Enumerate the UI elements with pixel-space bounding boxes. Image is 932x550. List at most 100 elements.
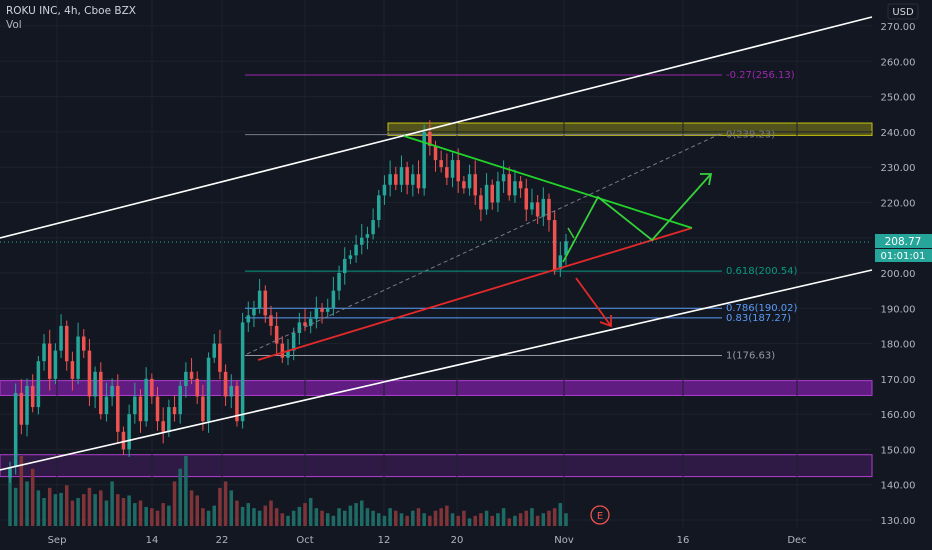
volume-bar [274,508,279,526]
bullish-projection-path[interactable] [562,173,712,263]
countdown-label: 01:01:01 [881,251,926,262]
candle-body [377,195,381,221]
candle-body [439,160,443,168]
candle-body [161,421,165,432]
candle-body [325,308,330,312]
candle-body [473,174,477,196]
candle-body [314,308,319,319]
volume-bar [36,490,41,526]
candle-body [433,145,438,161]
volume-bar [25,481,29,526]
chart-header: ROKU INC, 4h, Cboe BZX Vol [6,4,136,32]
volume-bar [473,515,477,526]
volume-bar [547,510,551,526]
candle-body [218,343,222,372]
candles-layer [8,120,568,483]
support-trendline[interactable] [257,227,693,361]
volume-bar [218,487,222,526]
candle-body [428,131,432,146]
volume-bar [422,513,426,526]
volume-bar [456,515,460,526]
currency-badge[interactable] [887,3,919,20]
volume-bar [116,494,120,526]
volume-bar [501,508,506,526]
candle-body [212,343,217,358]
channel-lower-line[interactable] [0,269,873,471]
price-tick-label: 260.00 [881,57,916,68]
earnings-marker-icon[interactable] [590,505,610,525]
bearish-projection-path[interactable] [575,277,612,327]
candle-body [47,343,52,379]
fib-level-label: 0.618(200.54) [726,266,798,277]
volume-indicator-label[interactable]: Vol [6,19,22,31]
volume-bar [172,481,177,526]
candle-body [456,160,460,182]
time-tick-label: Sep [48,535,67,546]
candle-body [235,385,239,422]
volume-bar [257,510,262,526]
candle-body [195,378,199,397]
price-tick-label: 150.00 [881,445,916,456]
candle-body [394,174,398,185]
volume-bar [53,494,58,526]
candle-body [552,220,557,270]
candle-body [144,378,148,422]
candle-body [382,184,387,196]
volume-bar [507,518,512,526]
channel-mid-dashed-line[interactable] [246,132,723,355]
volume-bar [297,506,302,526]
candle-body [116,385,120,432]
candle-body [246,315,251,323]
candle-body [189,371,194,379]
fib-level-label: -0.27(256.13) [726,70,795,81]
volume-bar [167,505,171,526]
volume-bar [240,506,245,526]
volume-bar [246,503,251,526]
fib-level-label: 0(239.23) [726,130,775,141]
time-tick-label: 22 [216,535,229,546]
price-tick-label: 130.00 [881,516,916,527]
candle-body [150,378,154,397]
candle-body [564,241,568,256]
volume-bar [59,492,63,526]
candle-body [70,361,75,379]
volume-bar [212,505,217,526]
drawings-layer[interactable] [0,16,873,471]
candle-body [30,385,35,408]
candle-body [8,467,12,478]
volume-bar [104,500,109,526]
volume-bar [331,515,336,526]
resistance-trendline[interactable] [403,135,693,229]
volume-bar [81,494,86,526]
currency-label: USD [892,7,914,18]
candle-body [184,371,188,386]
candle-body [501,174,506,182]
candle-body [240,322,245,422]
price-axis[interactable]: 270.00260.00250.00240.00230.00220.00210.… [881,22,916,527]
volume-bar [388,508,392,526]
time-axis[interactable]: Sep 14 22 Oct 12 20 Nov 16 Dec [48,535,807,546]
volume-bar [530,508,534,526]
volume-bar [439,508,443,526]
candle-body [530,202,534,210]
volume-bar [377,513,381,526]
fib-level-label: 1(176.63) [726,350,775,361]
symbol-title[interactable]: ROKU INC, 4h, Cboe BZX [6,5,136,17]
candle-body [507,174,512,196]
candle-body [76,336,80,379]
time-tick-label: Dec [787,535,806,546]
candle-body [484,184,489,210]
channel-upper-line[interactable] [0,16,873,239]
volume-bar [342,510,347,526]
purple-zone-upper[interactable] [0,380,873,396]
volume-bar [433,510,438,526]
purple-zone-lower[interactable] [0,454,873,478]
price-tick-label: 190.00 [881,304,916,315]
yellow-zone[interactable] [387,122,873,136]
candle-body [99,371,103,415]
volume-bar [133,503,137,526]
volume-bar [99,490,103,526]
volume-bar [252,508,256,526]
